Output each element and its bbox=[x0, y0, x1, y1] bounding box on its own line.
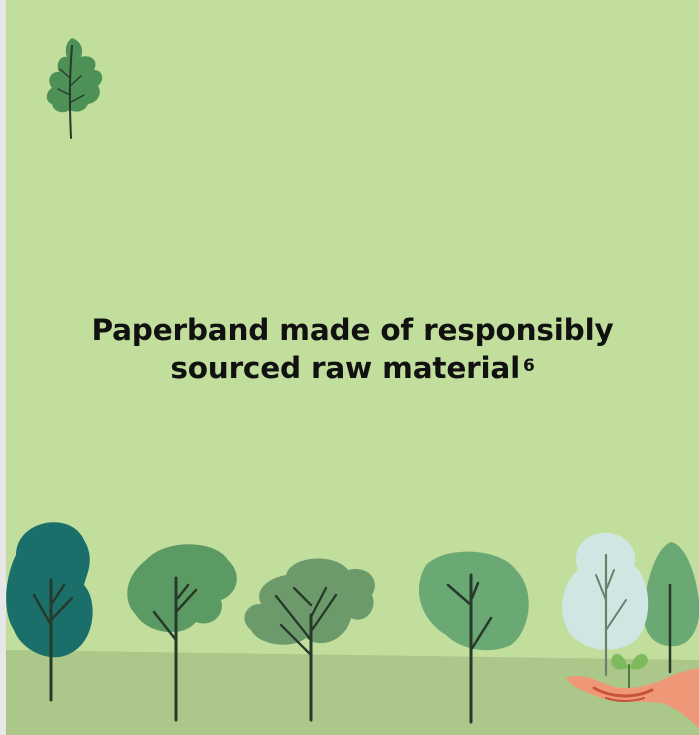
hand-holding-sapling-icon bbox=[566, 653, 699, 728]
footnote-marker: 6 bbox=[523, 356, 535, 376]
tree-pale bbox=[562, 532, 649, 677]
headline-line-2: sourced raw material 6 bbox=[6, 349, 699, 387]
ground bbox=[6, 650, 699, 735]
tree-mint bbox=[418, 551, 529, 724]
oak-leaf-icon bbox=[46, 38, 103, 139]
headline-line-1: Paperband made of responsibly bbox=[91, 313, 614, 347]
headline: Paperband made of responsibly sourced ra… bbox=[6, 311, 699, 387]
tree-right-green bbox=[643, 542, 699, 674]
forest-illustration bbox=[6, 38, 699, 735]
tree-sage bbox=[244, 558, 375, 722]
headline-line-2-text: sourced raw material bbox=[170, 351, 521, 385]
promo-card: Paperband made of responsibly sourced ra… bbox=[6, 0, 699, 735]
tree-green bbox=[127, 544, 237, 722]
tree-dark-teal bbox=[6, 522, 93, 702]
